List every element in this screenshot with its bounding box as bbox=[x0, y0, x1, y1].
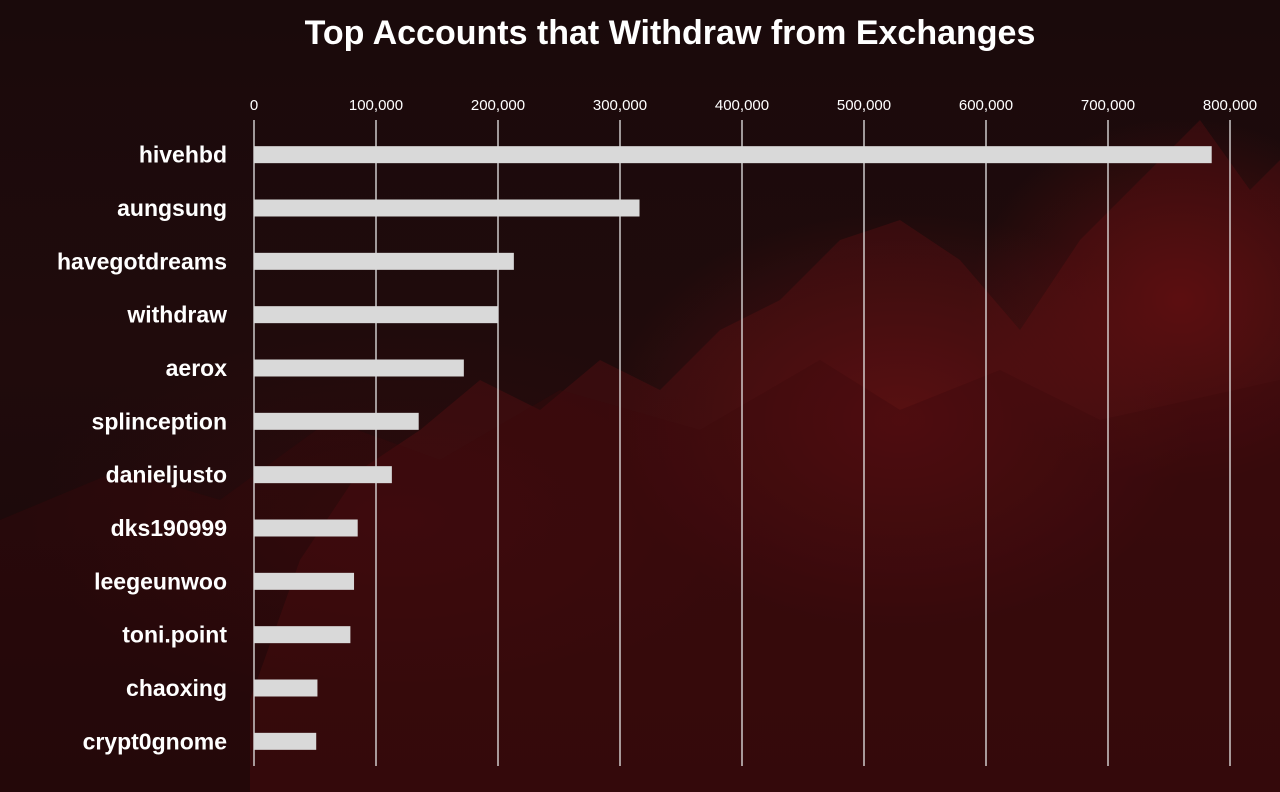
x-tick-label: 500,000 bbox=[837, 97, 891, 114]
bars bbox=[254, 146, 1212, 750]
bar-hivehbd bbox=[254, 146, 1212, 164]
category-label: withdraw bbox=[126, 302, 227, 328]
bar-splinception bbox=[254, 412, 419, 430]
category-label: dks190999 bbox=[111, 515, 227, 541]
x-tick-label: 0 bbox=[250, 97, 258, 114]
x-tick-label: 700,000 bbox=[1081, 97, 1135, 114]
gridlines bbox=[253, 120, 1231, 766]
bar-danieljusto bbox=[254, 466, 392, 484]
bar-aungsung bbox=[254, 199, 640, 217]
category-label: hivehbd bbox=[139, 142, 227, 168]
chart-title: Top Accounts that Withdraw from Exchange… bbox=[305, 14, 1036, 52]
category-labels: hivehbd aungsung havegotdreams withdraw aero… bbox=[57, 142, 227, 755]
bar-chaoxing bbox=[254, 679, 318, 697]
category-label: toni.point bbox=[122, 622, 227, 648]
bar-leegeunwoo bbox=[254, 572, 355, 590]
x-axis-tick-labels: 0 100,000 200,000 300,000 400,000 500,000 600,… bbox=[250, 97, 1257, 114]
category-label: leegeunwoo bbox=[94, 568, 227, 594]
x-tick-label: 100,000 bbox=[349, 97, 403, 114]
bar-crypt0gnome bbox=[254, 732, 317, 750]
x-tick-label: 400,000 bbox=[715, 97, 769, 114]
bar-aerox bbox=[254, 359, 464, 377]
bar-toni-point bbox=[254, 626, 351, 644]
category-label: havegotdreams bbox=[57, 248, 227, 274]
category-label: aerox bbox=[166, 355, 228, 381]
x-tick-label: 300,000 bbox=[593, 97, 647, 114]
bar-withdraw bbox=[254, 306, 498, 324]
category-label: aungsung bbox=[117, 195, 227, 221]
bar-dks190999 bbox=[254, 519, 358, 537]
category-label: chaoxing bbox=[126, 675, 227, 701]
category-label: crypt0gnome bbox=[83, 728, 227, 754]
x-tick-label: 800,000 bbox=[1203, 97, 1257, 114]
x-tick-label: 600,000 bbox=[959, 97, 1013, 114]
bar-havegotdreams bbox=[254, 252, 514, 270]
x-tick-label: 200,000 bbox=[471, 97, 525, 114]
category-label: splinception bbox=[92, 408, 227, 434]
category-label: danieljusto bbox=[106, 462, 227, 488]
background-candlestick-silhouette bbox=[250, 120, 1280, 792]
